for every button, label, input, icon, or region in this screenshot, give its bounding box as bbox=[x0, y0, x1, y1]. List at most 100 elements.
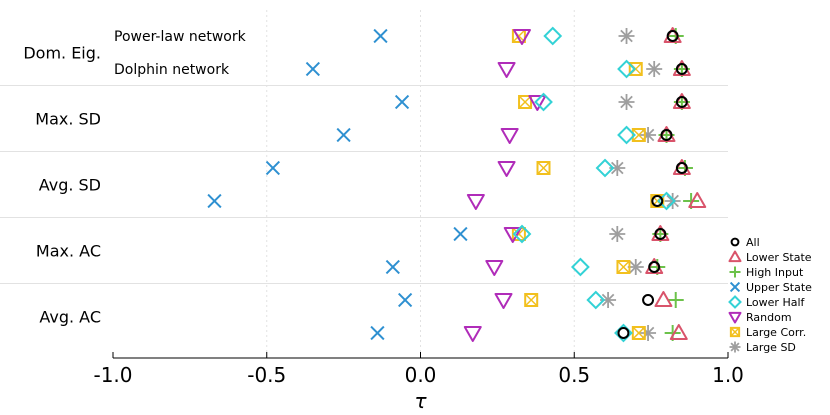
data-point bbox=[648, 261, 661, 273]
data-point bbox=[631, 128, 646, 142]
data-point bbox=[500, 128, 519, 144]
legend-label: Large SD bbox=[746, 341, 796, 354]
legend-label: Large Corr. bbox=[746, 326, 806, 339]
data-point bbox=[543, 26, 563, 46]
legend-label: Lower State bbox=[746, 251, 812, 264]
data-point bbox=[664, 193, 681, 209]
data-point bbox=[503, 227, 522, 243]
marker-circle bbox=[730, 237, 740, 247]
series-all bbox=[617, 30, 688, 339]
data-point bbox=[373, 28, 388, 44]
group-label: Avg. AC bbox=[39, 308, 101, 327]
group-label: Max. AC bbox=[36, 242, 101, 261]
marker-triangle-down bbox=[728, 311, 742, 324]
data-point bbox=[586, 290, 606, 310]
data-point bbox=[370, 325, 385, 341]
data-point bbox=[528, 95, 547, 111]
data-point bbox=[666, 30, 679, 42]
data-point bbox=[570, 257, 590, 277]
data-point bbox=[336, 127, 351, 143]
marker-asterisk bbox=[729, 341, 741, 353]
data-point bbox=[518, 95, 533, 109]
legend-label: Random bbox=[746, 311, 792, 324]
data-point bbox=[497, 62, 516, 78]
legend-item: Large SD bbox=[729, 341, 796, 354]
data-point bbox=[497, 161, 516, 177]
data-point bbox=[536, 161, 551, 175]
legend-item: Random bbox=[728, 311, 792, 324]
data-point bbox=[675, 162, 688, 174]
legend-label: Upper State bbox=[746, 281, 812, 294]
data-point bbox=[485, 260, 504, 276]
x-tick-label: -1.0 bbox=[93, 363, 132, 387]
data-point bbox=[614, 323, 633, 343]
x-axis-label: τ bbox=[414, 389, 427, 413]
data-point bbox=[207, 193, 222, 209]
data-point bbox=[524, 293, 539, 307]
data-point bbox=[651, 195, 664, 207]
x-tick-label: 0.5 bbox=[558, 363, 590, 387]
group-label: Max. SD bbox=[35, 110, 101, 129]
row-annotation: Power-law network bbox=[114, 29, 247, 45]
group-label: Avg. SD bbox=[39, 176, 101, 195]
series-large-corr- bbox=[511, 29, 665, 340]
data-point bbox=[534, 92, 553, 112]
x-axis: -1.0 -0.5 0.0 0.5 1.0 τ bbox=[93, 352, 744, 413]
labels-layer: Dom. Eig. Max. SD Avg. SD Max. AC Avg. AC Pow… bbox=[23, 29, 246, 327]
data-point bbox=[494, 293, 513, 309]
data-point bbox=[667, 292, 684, 308]
data-point bbox=[385, 259, 400, 275]
data-point bbox=[609, 226, 626, 242]
marker-square-x bbox=[729, 326, 741, 338]
marker-triangle-up bbox=[728, 250, 742, 263]
legend-item: Upper State bbox=[729, 281, 812, 294]
row-annotation: Dolphin network bbox=[114, 62, 230, 78]
data-point bbox=[688, 192, 707, 208]
data-point bbox=[660, 129, 673, 141]
legend: All Lower State High Input Upper State Lower… bbox=[728, 236, 812, 354]
data-point bbox=[618, 28, 635, 44]
legend-label: High Input bbox=[746, 266, 804, 279]
legend-item: Large Corr. bbox=[729, 326, 806, 339]
legend-label: Lower Half bbox=[746, 296, 806, 309]
x-tick-label: 1.0 bbox=[712, 363, 744, 387]
data-point bbox=[394, 94, 410, 110]
data-point bbox=[463, 326, 482, 342]
marker-plus bbox=[729, 266, 741, 278]
legend-item: Lower Half bbox=[728, 295, 806, 309]
data-point bbox=[675, 96, 688, 108]
group-label: Dom. Eig. bbox=[23, 44, 101, 63]
data-point bbox=[617, 327, 630, 339]
series-random bbox=[463, 29, 547, 342]
data-point bbox=[595, 158, 615, 178]
legend-item: Lower State bbox=[728, 250, 812, 264]
grid-layer bbox=[0, 10, 728, 358]
data-point bbox=[616, 260, 631, 274]
series-upper-state bbox=[207, 28, 468, 341]
data-point bbox=[617, 125, 636, 145]
legend-item: All bbox=[730, 236, 760, 249]
marker-x bbox=[729, 281, 741, 293]
x-tick-label: 0.0 bbox=[405, 363, 437, 387]
x-tick-label: -0.5 bbox=[247, 363, 286, 387]
data-point bbox=[675, 63, 688, 75]
series-lower-half bbox=[512, 26, 676, 343]
legend-label: All bbox=[746, 236, 760, 249]
marks-layer bbox=[207, 26, 707, 343]
data-point bbox=[466, 194, 485, 210]
data-point bbox=[265, 160, 281, 176]
data-point bbox=[305, 61, 320, 77]
data-point bbox=[618, 94, 635, 110]
data-point bbox=[642, 294, 655, 306]
data-point bbox=[512, 224, 532, 244]
legend-item: High Input bbox=[729, 266, 804, 279]
data-point bbox=[654, 228, 667, 240]
data-point bbox=[654, 291, 673, 307]
data-point bbox=[646, 61, 663, 77]
data-point bbox=[453, 226, 468, 242]
data-point bbox=[617, 59, 636, 79]
data-point bbox=[669, 324, 688, 340]
marker-diamond bbox=[728, 295, 742, 309]
data-point bbox=[512, 29, 531, 45]
